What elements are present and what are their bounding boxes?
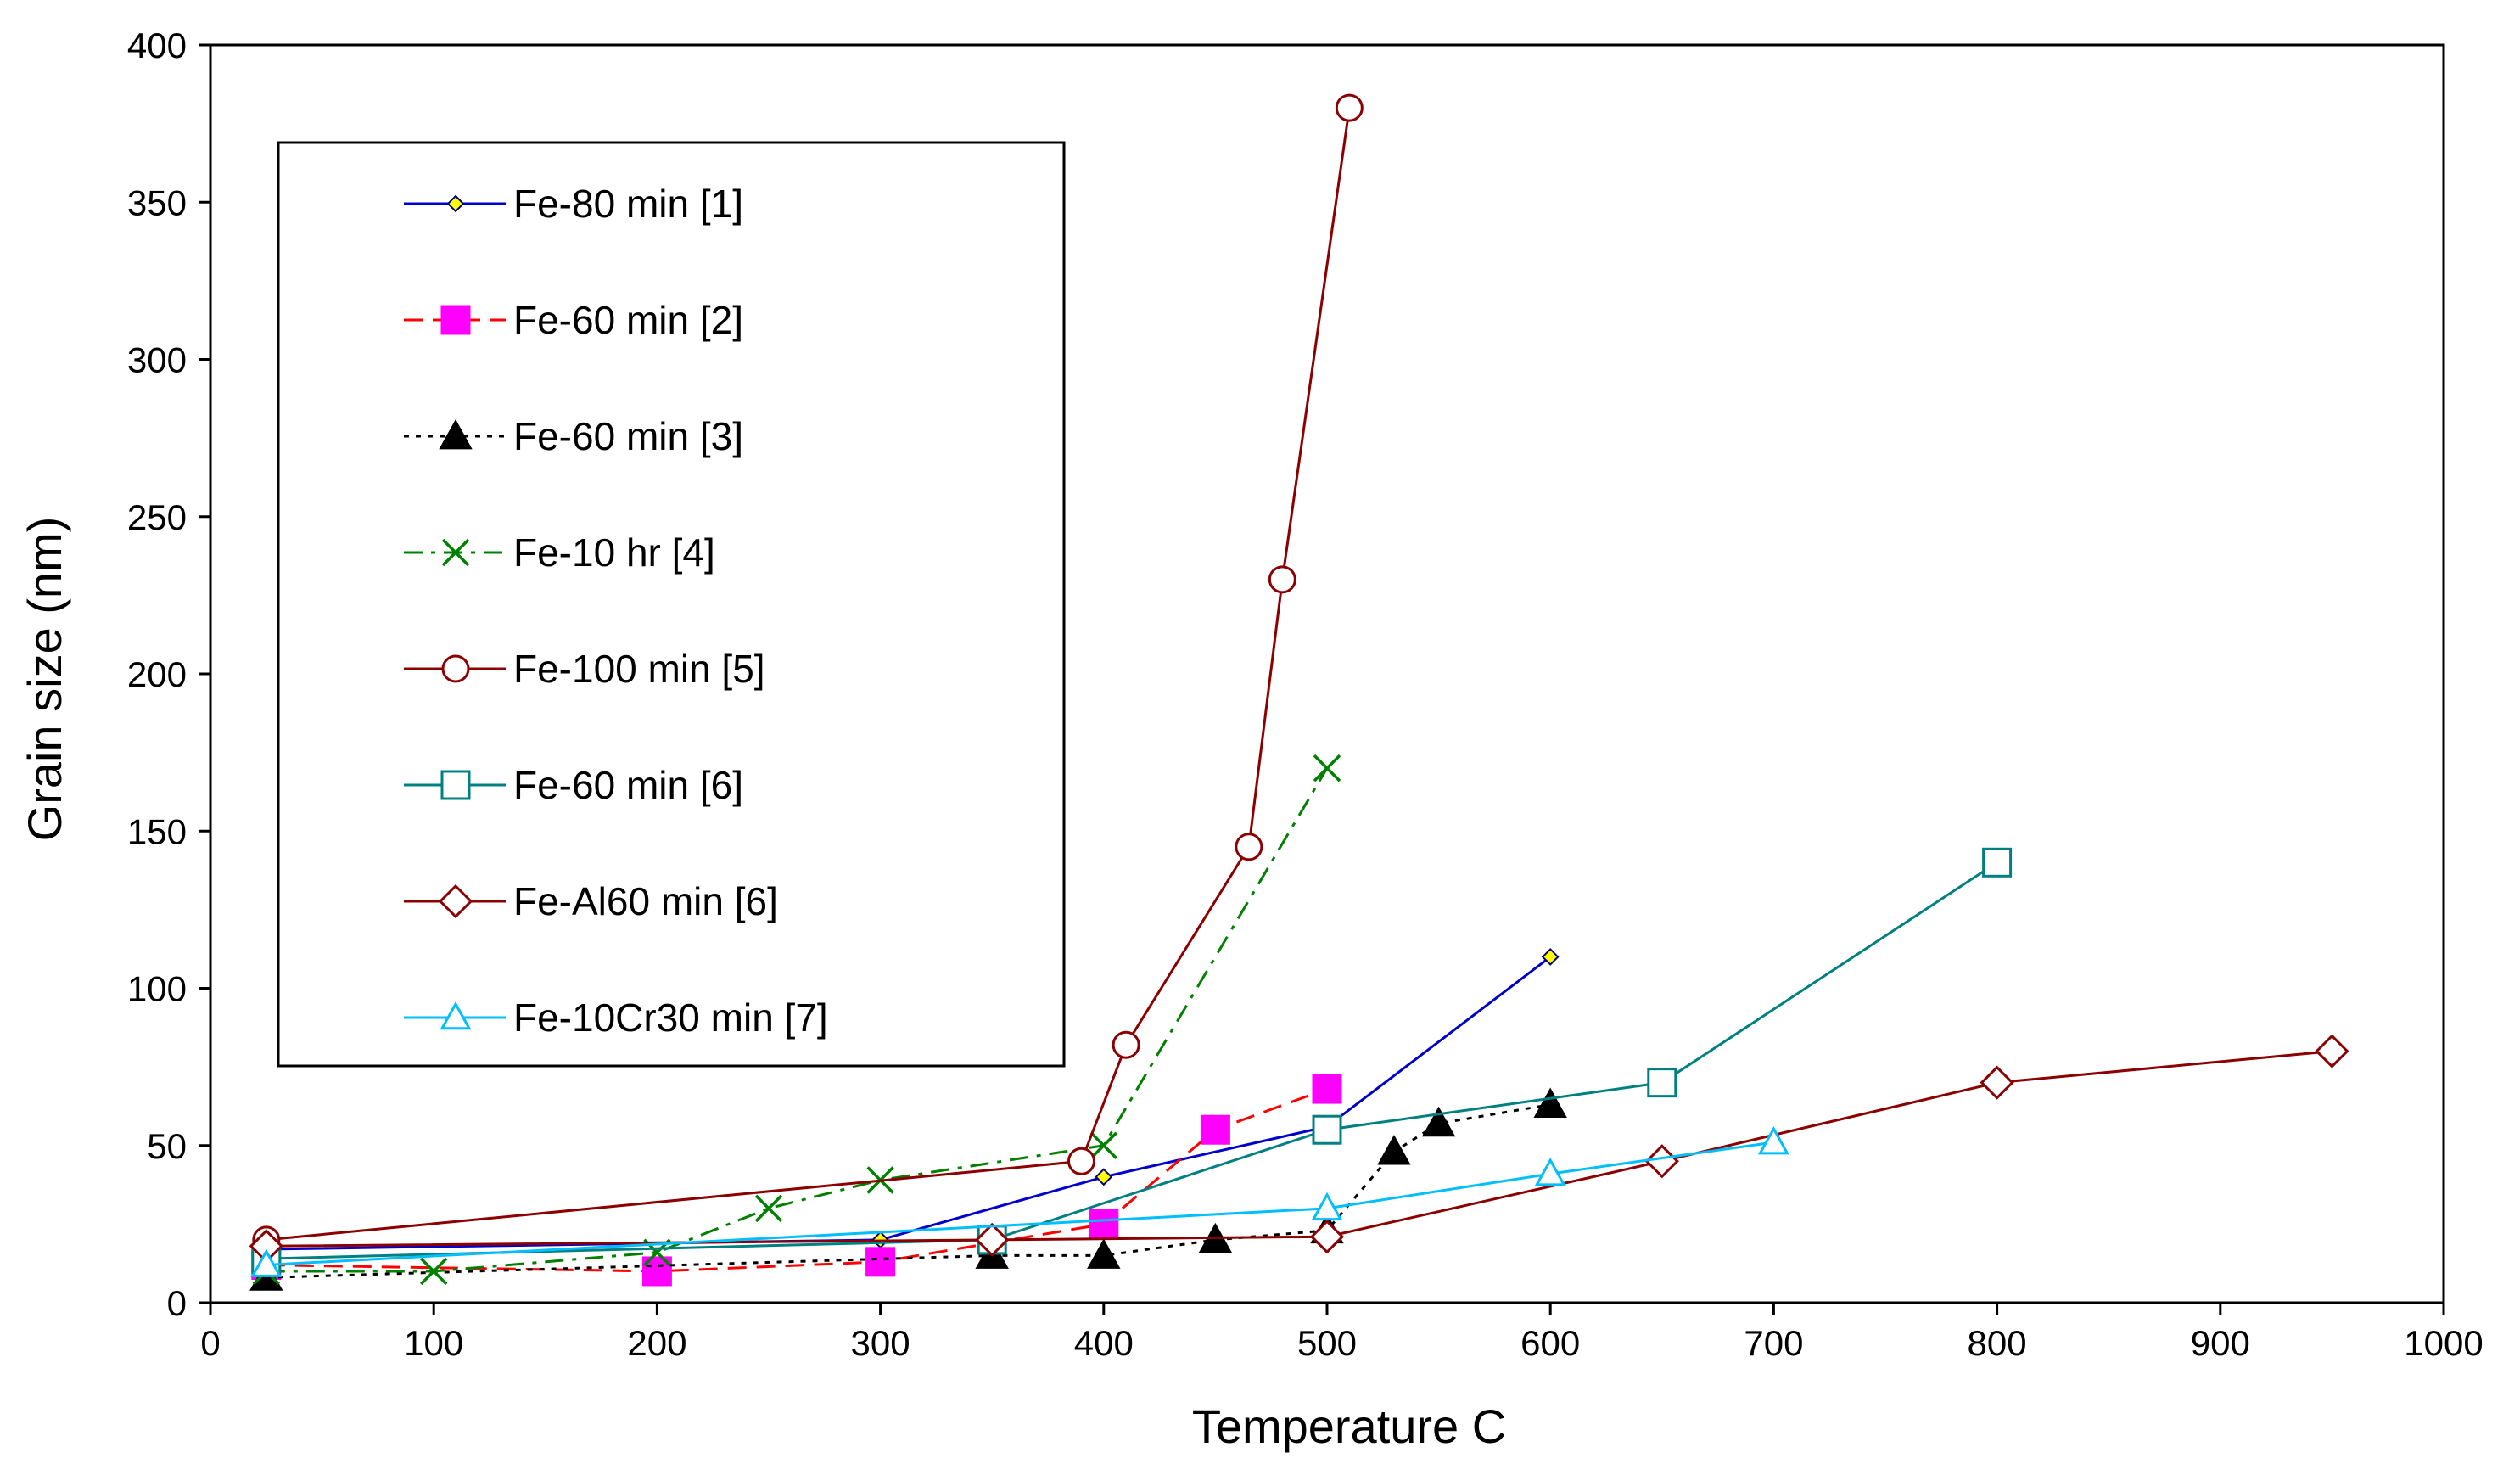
y-axis-title: Grain size (nm): [18, 517, 71, 842]
x-tick-label: 100: [404, 1323, 463, 1363]
x-tick-label: 200: [627, 1323, 686, 1363]
data-point: [1089, 1131, 1118, 1159]
legend-swatch-marker: [439, 418, 473, 450]
x-tick-label: 700: [1744, 1323, 1803, 1363]
legend-label: Fe-Al60 min [6]: [513, 879, 778, 923]
series-line: [266, 107, 1351, 1242]
legend-swatch-marker: [446, 194, 465, 213]
legend-entry: Fe-80 min [1]: [404, 182, 743, 226]
series-line: [266, 1141, 1774, 1267]
legend-swatch-marker: [440, 305, 471, 335]
x-tick-label: 0: [200, 1323, 220, 1363]
y-tick-label: 350: [127, 182, 187, 222]
data-point: [1095, 1168, 1113, 1186]
data-point: [1533, 1087, 1567, 1118]
legend-entry: Fe-100 min [5]: [404, 647, 765, 691]
data-point: [419, 1257, 448, 1286]
data-point: [1757, 1125, 1789, 1155]
y-tick-label: 150: [127, 811, 187, 851]
y-tick-label: 300: [127, 340, 187, 380]
legend: Fe-80 min [1] Fe-60 min [2] Fe-60 min [3] F…: [277, 141, 1066, 1068]
y-tick-label: 400: [127, 25, 187, 65]
legend-entry: Fe-60 min [6]: [404, 763, 743, 807]
legend-entry: Fe-10Cr30 min [7]: [404, 995, 828, 1040]
data-point: [1112, 1030, 1140, 1059]
legend-swatch-marker: [438, 883, 473, 919]
legend-swatch-marker: [440, 1001, 472, 1030]
x-axis-title: Temperature C: [1192, 1399, 1506, 1453]
x-tick-label: 600: [1520, 1323, 1580, 1363]
legend-entry: Fe-Al60 min [6]: [404, 879, 778, 923]
data-point: [1541, 948, 1560, 966]
data-point: [1647, 1068, 1677, 1098]
x-axis-ticks: 0 100 200 300 400 500 600 700 800 900 1000: [200, 1303, 2484, 1363]
data-point: [1268, 565, 1296, 594]
series-layer: [249, 93, 2349, 1291]
data-point: [1311, 1192, 1343, 1221]
data-point: [1235, 833, 1263, 861]
series-line: [266, 1050, 2332, 1248]
data-point: [1335, 93, 1364, 122]
y-axis-ticks: 0 50 100 150 200 250 300 350 400: [127, 25, 210, 1323]
y-tick-label: 250: [127, 497, 187, 537]
legend-label: Fe-60 min [3]: [513, 414, 743, 458]
series-6: [251, 847, 2013, 1274]
data-point: [1421, 1106, 1456, 1137]
data-point: [865, 1247, 896, 1277]
data-point: [1312, 1114, 1342, 1145]
data-point: [1534, 1158, 1566, 1186]
legend-entry: Fe-60 min [3]: [404, 414, 743, 458]
y-tick-label: 50: [147, 1126, 187, 1166]
legend-swatch-marker: [441, 538, 470, 567]
x-tick-label: 300: [851, 1323, 910, 1363]
data-point: [250, 1248, 283, 1277]
legend-swatch-marker: [440, 770, 471, 800]
legend-box: [277, 141, 1066, 1068]
x-tick-label: 800: [1968, 1323, 2027, 1363]
legend-label: Fe-60 min [2]: [513, 298, 743, 342]
data-point: [1982, 847, 2013, 878]
y-tick-label: 200: [127, 654, 187, 694]
data-point: [1089, 1209, 1119, 1239]
data-point: [1200, 1114, 1230, 1145]
x-tick-label: 900: [2191, 1323, 2250, 1363]
legend-label: Fe-80 min [1]: [513, 182, 743, 226]
data-point: [1087, 1238, 1121, 1269]
legend-label: Fe-10Cr30 min [7]: [513, 995, 828, 1040]
data-point: [1309, 1220, 1345, 1254]
x-tick-label: 400: [1074, 1323, 1134, 1363]
legend-label: Fe-60 min [6]: [513, 763, 743, 807]
data-point: [754, 1194, 783, 1223]
legend-label: Fe-100 min [5]: [513, 647, 765, 691]
data-point: [2315, 1034, 2349, 1068]
legend-entry: Fe-60 min [2]: [404, 298, 743, 342]
y-tick-label: 100: [127, 969, 187, 1009]
data-point: [1980, 1065, 2014, 1100]
x-tick-label: 1000: [2404, 1323, 2483, 1363]
data-point: [1067, 1147, 1095, 1175]
legend-entry: Fe-10 hr [4]: [404, 530, 715, 575]
series-8: [250, 1125, 1789, 1277]
data-point: [975, 1222, 1010, 1258]
y-tick-label: 0: [167, 1283, 187, 1323]
data-point: [1377, 1135, 1411, 1165]
legend-swatch-marker: [441, 654, 470, 683]
data-point: [1313, 754, 1341, 782]
data-point: [1312, 1074, 1342, 1104]
x-tick-label: 500: [1297, 1323, 1357, 1363]
legend-label: Fe-10 hr [4]: [513, 530, 715, 575]
